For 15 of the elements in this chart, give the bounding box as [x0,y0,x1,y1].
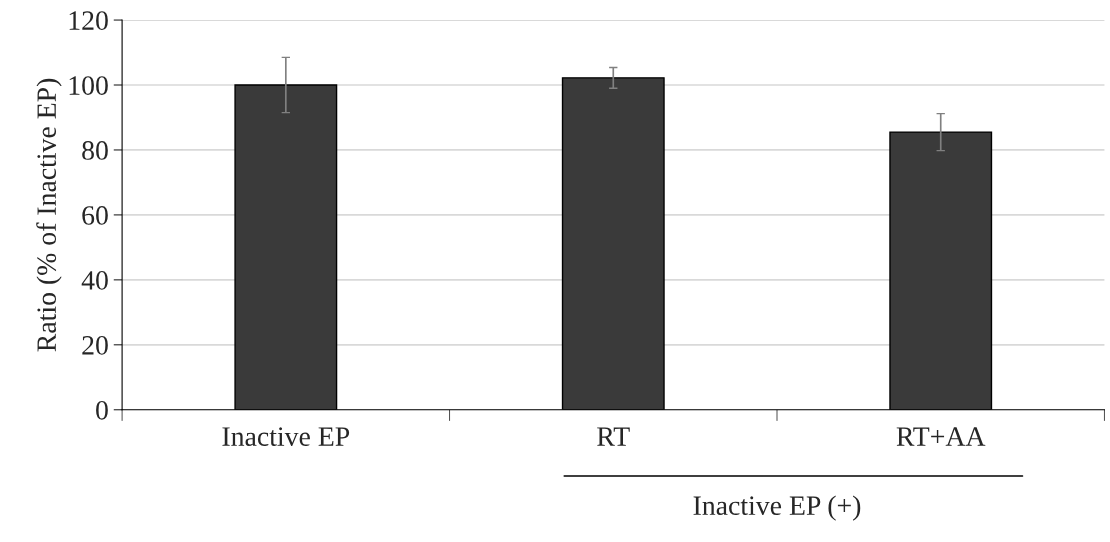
bar [234,84,338,410]
y-tick-label: 100 [69,76,108,95]
x-tick-label: RT [597,427,630,446]
bar [561,77,665,410]
y-tick-label: 40 [81,271,108,290]
y-axis-title: Ratio (% of Inactive EP) [36,78,62,352]
y-tick-label: 20 [82,335,108,355]
bar [889,131,993,410]
y-tick-label: 80 [82,141,108,160]
y-tick-label: 0 [96,400,108,420]
x-tick-label: RT+AA [896,427,986,446]
y-tick-label: 60 [82,206,108,225]
text: Inactive EP (+) [693,495,861,521]
x-tick-label: Inactive EP [222,427,350,446]
y-tick-label: 120 [69,11,108,30]
